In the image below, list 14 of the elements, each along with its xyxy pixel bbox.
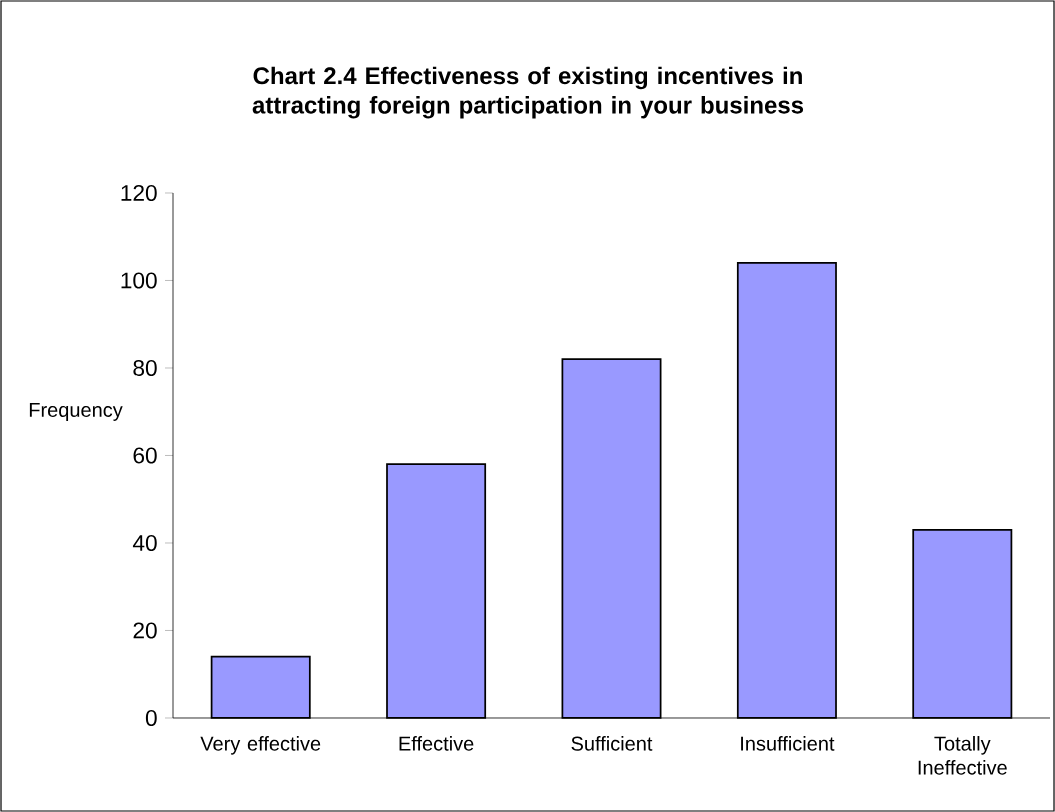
y-tick-label: 40: [132, 534, 157, 552]
x-tick-label: Totally Ineffective: [918, 736, 1007, 775]
y-tick-label: 0: [145, 709, 157, 727]
y-tick-label: 60: [133, 447, 157, 464]
y-axis-title: Frequency: [29, 403, 123, 421]
x-tick-label: Effective: [399, 736, 474, 751]
x-tick-label: Sufficient: [571, 736, 653, 751]
y-tick-label: 80: [133, 359, 157, 377]
x-tick-label: Insufficient: [741, 736, 835, 751]
y-tick-label: 20: [133, 622, 157, 639]
x-tick-label: Very effective: [200, 736, 321, 755]
y-tick-label: 120: [121, 184, 157, 202]
chart-title: Chart 2.4 Effectiveness of existing incentives in attracting foreign participation in your business: [252, 66, 804, 119]
y-tick-label: 100: [121, 272, 157, 289]
